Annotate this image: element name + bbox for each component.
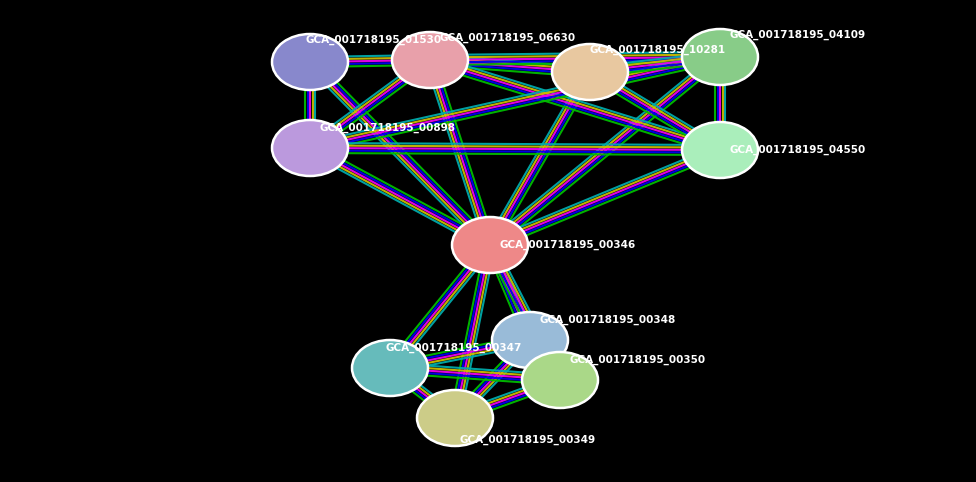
Ellipse shape (272, 34, 348, 90)
Text: GCA_001718195_00898: GCA_001718195_00898 (320, 123, 456, 133)
Ellipse shape (452, 217, 528, 273)
Text: GCA_001718195_00346: GCA_001718195_00346 (500, 240, 636, 250)
Text: GCA_001718195_00350: GCA_001718195_00350 (570, 355, 706, 365)
Text: GCA_001718195_00348: GCA_001718195_00348 (540, 315, 676, 325)
Text: GCA_001718195_04550: GCA_001718195_04550 (730, 145, 867, 155)
Text: GCA_001718195_00347: GCA_001718195_00347 (385, 343, 521, 353)
Ellipse shape (682, 122, 758, 178)
Text: GCA_001718195_10281: GCA_001718195_10281 (590, 45, 726, 55)
Text: GCA_001718195_06630: GCA_001718195_06630 (440, 33, 576, 43)
Ellipse shape (417, 390, 493, 446)
Ellipse shape (552, 44, 628, 100)
Ellipse shape (522, 352, 598, 408)
Ellipse shape (682, 29, 758, 85)
Ellipse shape (492, 312, 568, 368)
Ellipse shape (392, 32, 468, 88)
Ellipse shape (352, 340, 428, 396)
Text: GCA_001718195_00349: GCA_001718195_00349 (460, 435, 596, 445)
Text: GCA_001718195_01530: GCA_001718195_01530 (305, 35, 441, 45)
Ellipse shape (272, 120, 348, 176)
Text: GCA_001718195_04109: GCA_001718195_04109 (730, 30, 866, 40)
